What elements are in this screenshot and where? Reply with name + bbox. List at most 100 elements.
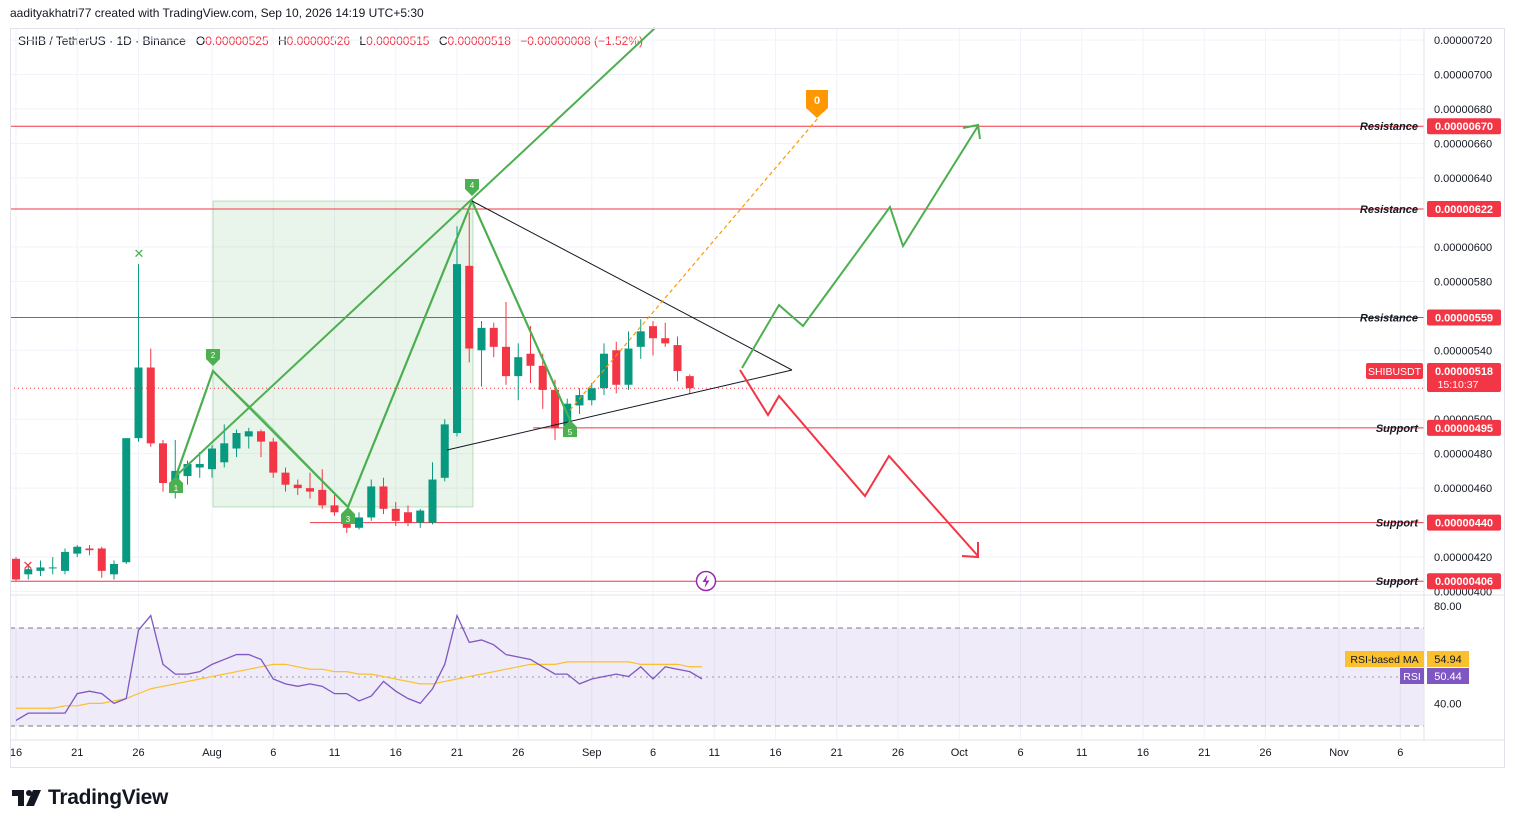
candle <box>355 512 363 530</box>
candle-body <box>306 488 314 492</box>
time-tick-label: 26 <box>512 747 524 759</box>
candle-body <box>636 331 645 347</box>
candle-body <box>232 433 241 449</box>
candlestick-series <box>12 212 694 582</box>
wave-label-text: 1 <box>174 484 179 493</box>
rsi-line <box>15 613 703 722</box>
candle-body <box>269 441 278 473</box>
low-cross-icon: ✕ <box>23 558 34 573</box>
tradingview-logo[interactable]: TradingView <box>12 786 168 810</box>
candle <box>685 374 694 394</box>
pattern-markers: ✕ ✕ <box>23 246 145 573</box>
candle-body <box>330 505 339 513</box>
candle-body <box>453 264 461 433</box>
candle-body <box>85 548 94 551</box>
candle-body <box>48 567 57 569</box>
candle-body <box>477 327 486 351</box>
rsi-label: RSI <box>1403 671 1421 683</box>
channel-line <box>175 27 656 477</box>
candle <box>612 341 621 394</box>
low-value: 0.00000515 <box>366 34 430 48</box>
rsi-ma-label: RSI-based MA <box>1350 654 1418 666</box>
candle <box>636 319 645 359</box>
price-tick-label: 0.00000640 <box>1434 173 1492 185</box>
candle-body <box>391 508 400 521</box>
wave-label: 4 <box>465 179 479 196</box>
wave-label-bg <box>206 349 220 366</box>
grid-lines <box>10 28 1424 740</box>
candle-body <box>318 489 327 506</box>
candle <box>379 477 388 514</box>
target-label: 0 <box>814 95 820 107</box>
candle-body <box>24 569 33 575</box>
candle-body <box>404 512 412 523</box>
symbol-ohlc-row: SHIB / TetherUS · 1D · Binance O0.000005… <box>18 34 649 48</box>
candle-body <box>465 265 474 349</box>
candle <box>244 427 253 449</box>
wave-label-text: 5 <box>568 428 573 437</box>
support-resistance-levels <box>10 125 1424 582</box>
wave-label-bg <box>341 507 355 524</box>
wave-label-text: 2 <box>211 351 216 360</box>
candle <box>624 331 633 390</box>
level-value: 0.00000495 <box>1435 423 1493 435</box>
candle-body <box>624 348 633 385</box>
wave-label-bg <box>169 476 183 493</box>
open-value: 0.00000525 <box>205 34 269 48</box>
rsi-ma-line <box>16 661 702 709</box>
candle-body <box>97 548 106 571</box>
level-tag-bg <box>1427 573 1501 590</box>
candle-body <box>208 448 216 470</box>
candle <box>110 560 118 580</box>
candle <box>12 557 20 582</box>
price-tick-label: 0.00000400 <box>1434 587 1492 599</box>
candle <box>61 548 69 575</box>
candle-body <box>61 551 69 571</box>
time-tick-label: 11 <box>329 747 340 759</box>
candle <box>36 560 45 577</box>
price-tick-label: 0.00000460 <box>1434 483 1492 495</box>
price-tick-label: 0.00000540 <box>1434 345 1492 357</box>
level-tag-bg <box>1427 309 1501 326</box>
symbol-name[interactable]: SHIB / TetherUS · 1D · Binance <box>18 34 186 48</box>
lightning-icon[interactable] <box>695 570 717 592</box>
change-value: −0.00000008 (−1.52%) <box>520 34 644 48</box>
high-cross-icon: ✕ <box>134 246 145 261</box>
rsi-tick-label: 80.00 <box>1434 601 1462 613</box>
candle-body <box>12 558 20 580</box>
wave-label: 5 <box>563 420 577 437</box>
candle-body <box>110 563 118 575</box>
candle-body <box>159 443 167 483</box>
close-value: 0.00000518 <box>447 34 511 48</box>
candle-body <box>73 546 82 554</box>
last-price-symbol: SHIBUSDT <box>1368 366 1422 378</box>
time-tick-label: 16 <box>1137 747 1149 759</box>
open-label: O <box>195 34 206 48</box>
price-tick-label: 0.00000580 <box>1434 276 1492 288</box>
candle <box>453 226 461 437</box>
candle <box>416 508 425 528</box>
candle <box>404 505 412 527</box>
wave-label-text: 4 <box>470 181 475 190</box>
price-tick-label: 0.00000680 <box>1434 104 1492 116</box>
candle <box>551 379 559 440</box>
level-tag-bg <box>1427 514 1501 531</box>
last-price-tag: SHIBUSDT 0.00000518 15:10:37 <box>1366 363 1501 392</box>
bearish-scenario-path <box>739 369 979 557</box>
candle-body <box>244 431 253 437</box>
candle <box>24 563 33 580</box>
time-tick-label: 16 <box>10 747 22 759</box>
candle-body <box>612 350 621 385</box>
tradingview-brand-name: TradingView <box>48 786 169 809</box>
candle-body <box>502 346 510 377</box>
pattern-zone <box>212 200 474 508</box>
triangle-lower <box>446 369 793 451</box>
triangle-upper <box>471 200 793 371</box>
time-axis: 16 21 26 Aug 6 11 16 21 26 Sep 6 11 16 21 26 Oct 6 11 16 21… <box>10 747 1403 759</box>
price-tick-label: 0.00000720 <box>1434 35 1492 47</box>
time-tick-label: 11 <box>1076 747 1087 759</box>
candle <box>600 343 608 396</box>
candle-body <box>367 486 376 518</box>
candle-body <box>526 353 535 366</box>
